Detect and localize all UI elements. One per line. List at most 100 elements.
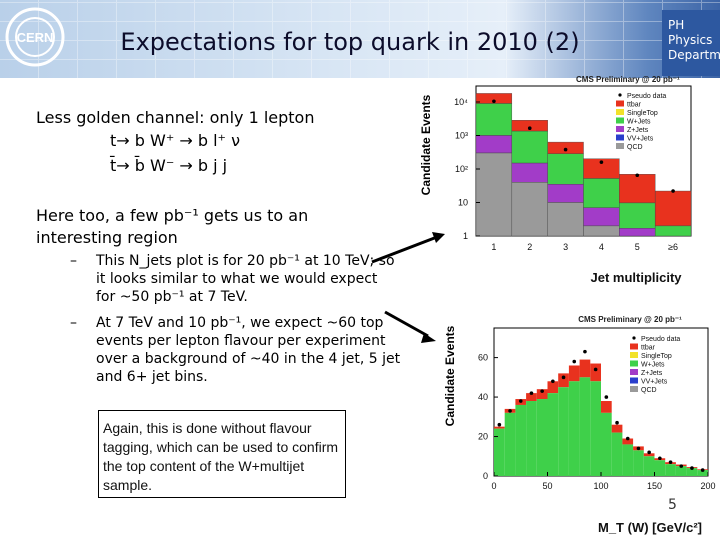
histogram-bar	[558, 373, 569, 388]
histogram-bar	[568, 365, 580, 382]
histogram-bar	[547, 184, 584, 203]
histogram-bar	[579, 359, 591, 378]
data-point	[636, 446, 641, 451]
banner-pattern	[0, 0, 720, 78]
legend-swatch	[616, 134, 624, 141]
histogram-bar	[511, 182, 548, 237]
data-point	[615, 420, 619, 425]
y-tick-label: 40	[478, 392, 488, 402]
sub-bullet-expectation: – At 7 TeV and 10 pb⁻¹, we expect ~60 to…	[70, 314, 401, 386]
data-point	[679, 464, 684, 468]
legend-label: QCD	[627, 144, 643, 151]
sub-bullet-text: At 7 TeV and 10 pb⁻¹, we expect ~60 top …	[96, 315, 401, 385]
transverse-mass-chart: CMS Preliminary @ 20 pb⁻¹ Candidate Even…	[443, 315, 716, 535]
data-point	[635, 173, 640, 178]
histogram-bar	[675, 466, 687, 476]
y-tick-label: 20	[478, 432, 488, 442]
histogram-bar	[686, 468, 698, 476]
x-tick-label: 100	[593, 481, 608, 491]
y-tick-label: 10³	[455, 130, 468, 140]
data-point	[690, 466, 694, 470]
histogram-bar	[515, 404, 527, 476]
legend-swatch	[630, 369, 638, 375]
legend-swatch	[616, 100, 624, 107]
department-line: Department	[668, 48, 720, 62]
histogram-bar	[622, 438, 634, 445]
x-tick-label: 5	[635, 242, 640, 252]
y-axis-label: Candidate Events	[419, 94, 433, 195]
legend-swatch	[630, 352, 638, 358]
chart-title: CMS Preliminary @ 20 pb⁻¹	[578, 315, 682, 324]
legend-swatch	[616, 126, 624, 132]
histogram-bar	[643, 456, 655, 476]
bullet-lepton-channel: Less golden channel: only 1 lepton	[36, 108, 315, 127]
dash-marker: –	[70, 315, 77, 331]
legend-marker	[632, 336, 636, 340]
y-tick-label: 0	[483, 471, 488, 481]
legend-swatch	[630, 343, 638, 350]
legend-swatch	[630, 386, 638, 392]
x-tick-label: 2	[527, 242, 532, 252]
data-point	[671, 189, 675, 193]
x-tick-label: 1	[491, 242, 496, 252]
data-point	[540, 389, 544, 393]
data-point	[572, 359, 577, 364]
data-point	[604, 395, 609, 399]
x-tick-label: 150	[647, 481, 662, 491]
legend-background	[612, 88, 690, 152]
histogram-bar	[526, 401, 537, 476]
legend-label: VV+Jets	[641, 379, 668, 386]
sub-bullet-njets: – This N_jets plot is for 20 pb⁻¹ at 10 …	[70, 252, 401, 306]
data-point	[599, 160, 604, 164]
histogram-bar	[619, 202, 656, 229]
x-tick-label: ≥6	[668, 242, 678, 252]
histogram-bar	[558, 387, 569, 476]
histogram-bar	[475, 103, 513, 136]
histogram-bar	[654, 190, 692, 227]
histogram-bar	[583, 225, 620, 237]
histogram-bar	[568, 381, 580, 476]
data-point	[508, 409, 512, 413]
data-point	[492, 99, 496, 104]
slide-title: Expectations for top quark in 2010 (2)	[120, 28, 580, 56]
histogram-bar	[547, 393, 559, 476]
bullet-interesting-region: Here too, a few pb⁻¹ gets us to an inter…	[36, 206, 309, 247]
chart-title: CMS Preliminary @ 20 pb⁻¹	[576, 75, 680, 84]
x-tick-label: 3	[563, 242, 568, 252]
histogram-bar	[494, 426, 505, 429]
legend-swatch	[616, 109, 624, 115]
data-point	[593, 367, 598, 372]
histogram-bar	[590, 363, 601, 382]
y-tick-label: 60	[478, 353, 488, 363]
legend-swatch	[616, 143, 624, 149]
x-tick-label: 200	[700, 481, 715, 491]
histogram-bar	[643, 453, 655, 457]
histogram-bar	[654, 225, 692, 237]
data-point	[625, 436, 630, 441]
histogram-bar	[697, 470, 708, 476]
formula-top: t→ b W⁺ → b l⁺ ν	[110, 131, 241, 150]
legend-label: Pseudo data	[627, 93, 666, 100]
data-point	[563, 147, 568, 152]
legend-label: Z+Jets	[627, 127, 649, 134]
histogram-bar	[511, 162, 548, 183]
histogram-bar	[619, 174, 656, 204]
data-point	[551, 379, 555, 384]
legend-label: W+Jets	[641, 362, 665, 369]
legend-label: ttbar	[627, 102, 642, 109]
legend-label: VV+Jets	[627, 136, 654, 143]
arrowhead	[421, 333, 436, 343]
x-axis-label: M_T (W) [GeV/c²]	[598, 520, 702, 535]
data-point	[700, 468, 705, 472]
legend-marker	[618, 93, 622, 97]
y-tick-label: 10	[458, 197, 468, 207]
histogram-bar	[579, 377, 591, 476]
department-line: Physics	[668, 33, 713, 47]
histogram-bar	[504, 412, 516, 476]
y-tick-label: 1	[463, 231, 468, 241]
data-point	[497, 422, 502, 427]
department-badge: PH Physics Department	[662, 10, 720, 76]
data-point	[527, 126, 532, 131]
histogram-bar	[547, 381, 559, 394]
sub-bullet-text: This N_jets plot is for 20 pb⁻¹ at 10 Te…	[96, 253, 395, 305]
